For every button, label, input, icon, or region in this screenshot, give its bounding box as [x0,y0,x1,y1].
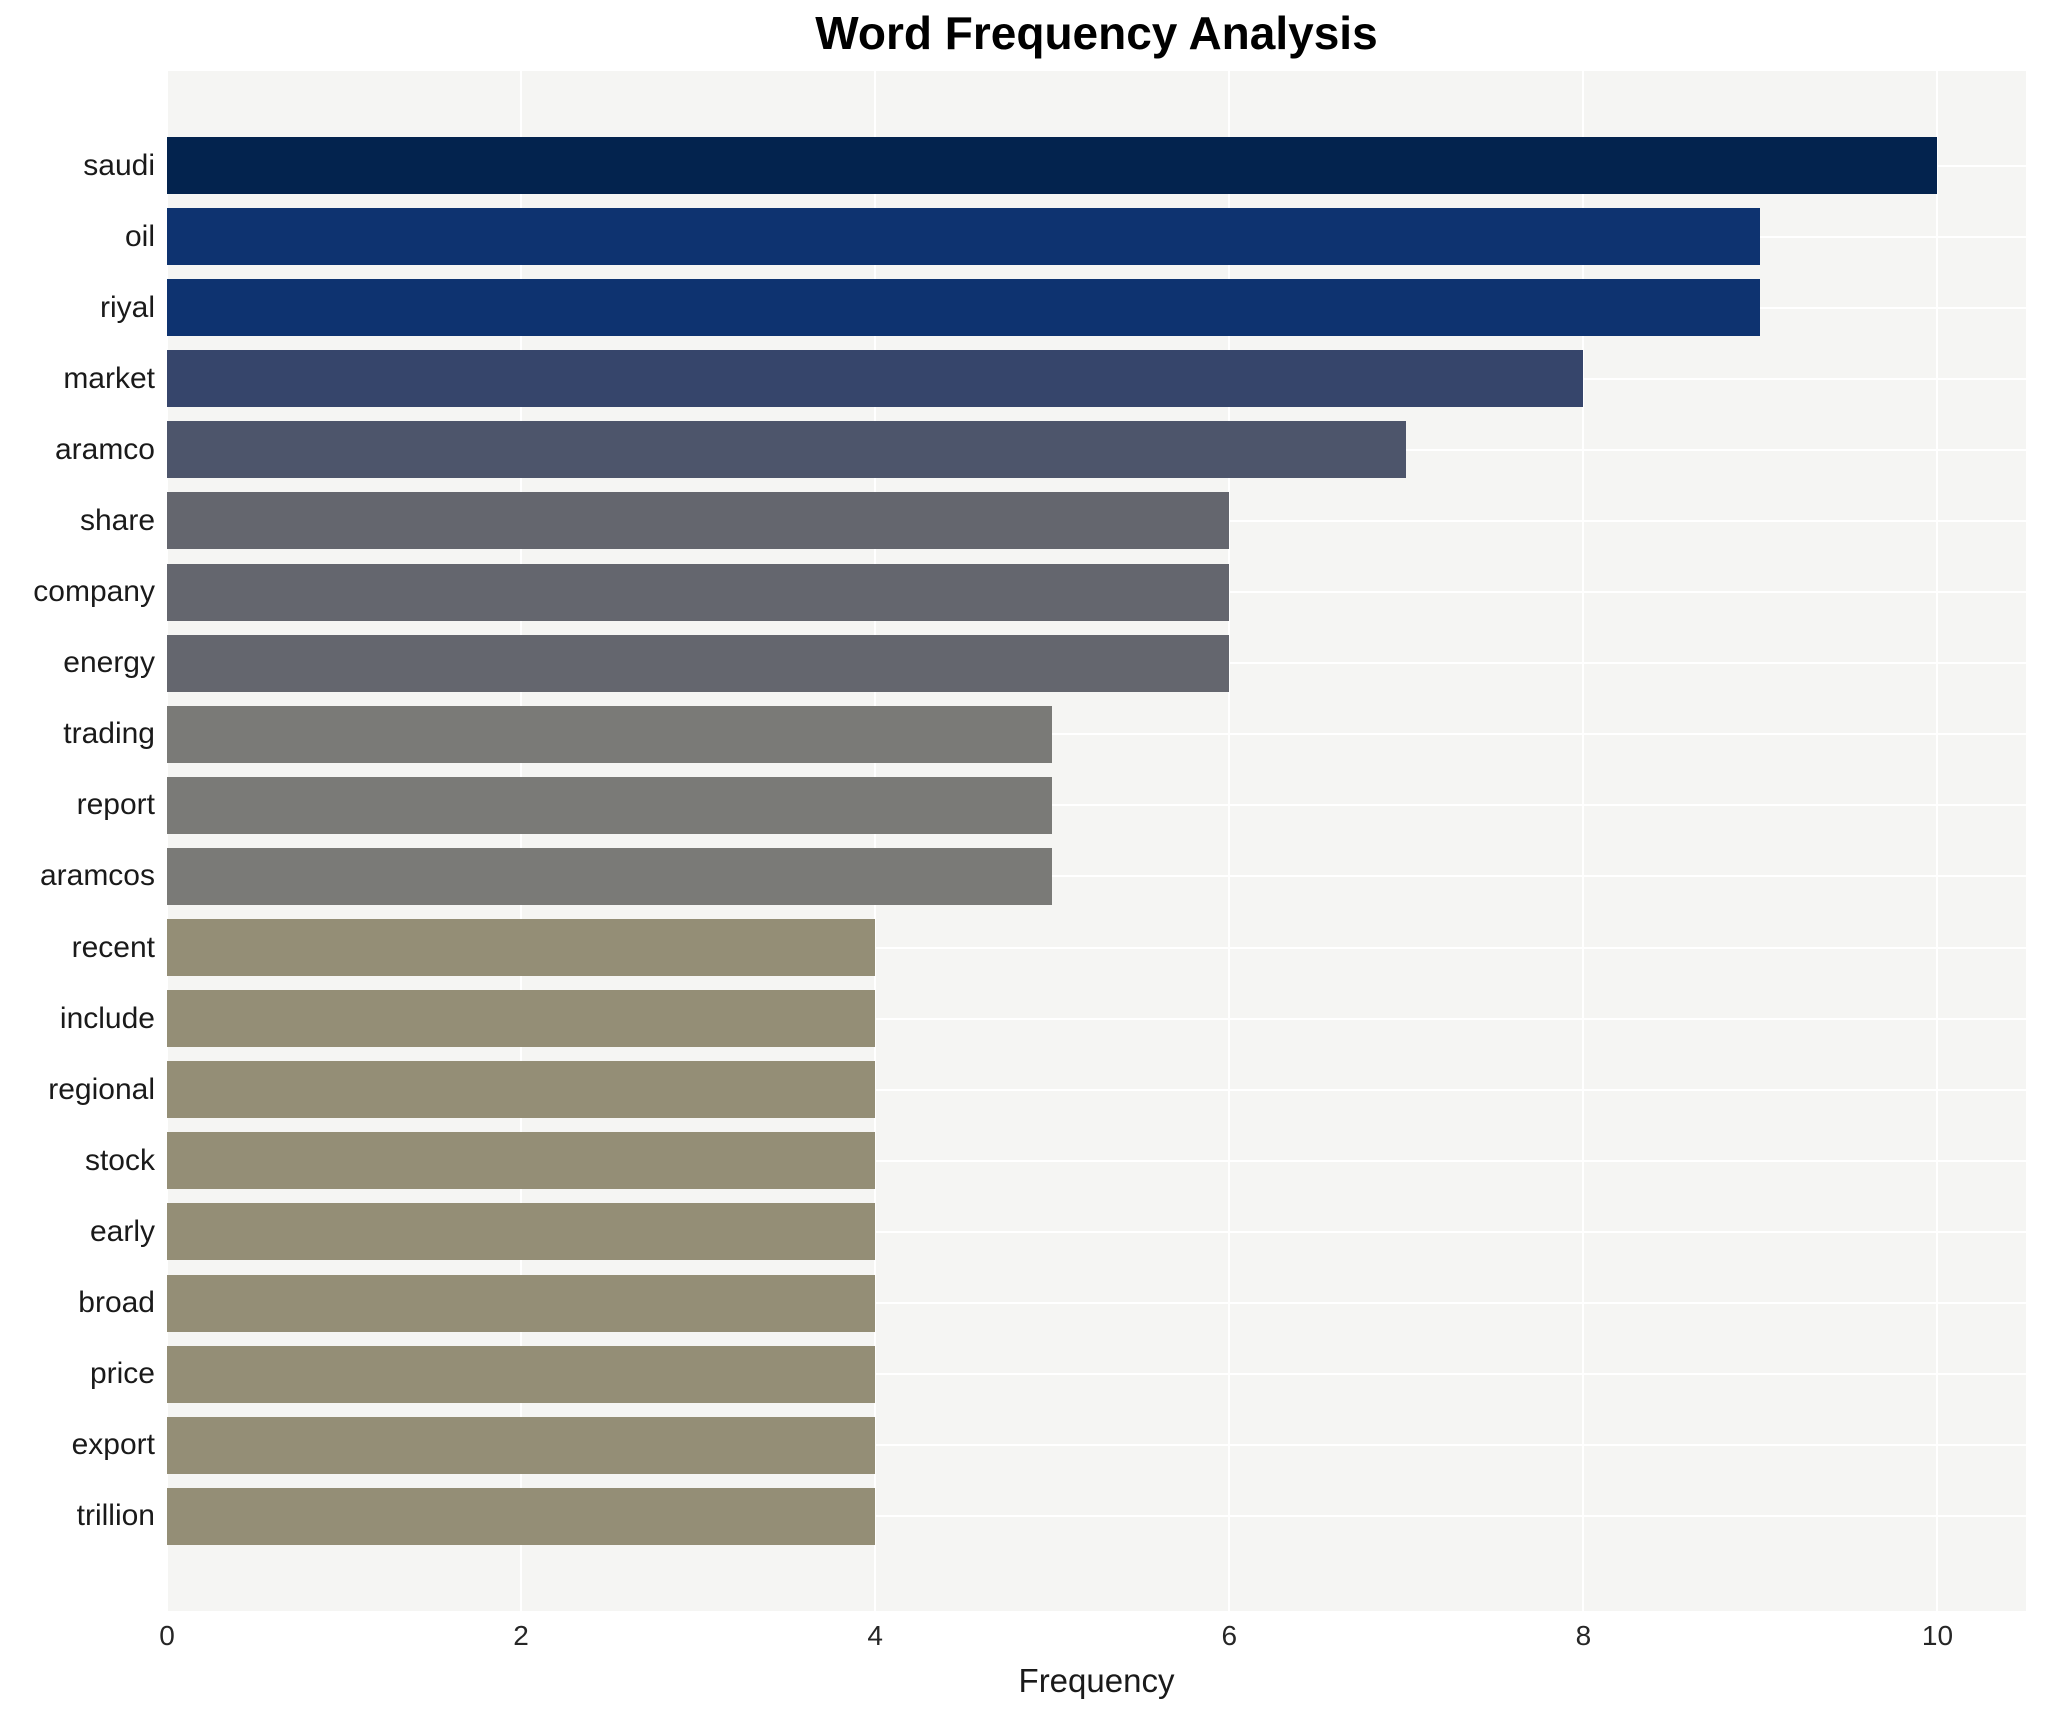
y-tick-label-report: report [76,788,155,822]
bar-report [167,776,1053,834]
bar-row-share: share [80,492,2026,550]
bar-row-aramcos: aramcos [40,847,2026,905]
gridline-y-price [167,1373,2026,1376]
chart-title: Word Frequency Analysis [815,7,1378,59]
bar-stock [167,1132,876,1190]
y-tick-label-trading: trading [63,717,155,751]
gridline-x-8 [1582,71,1585,1611]
y-tick-label-stock: stock [84,1143,155,1177]
bar-trillion [167,1487,876,1545]
y-tick-label-trillion: trillion [76,1499,155,1533]
gridline-x-2 [520,71,523,1611]
gridline-y-trading [167,733,2026,736]
bar-row-oil: oil [125,208,2026,266]
bar-rows: saudi oil riyal market aramco share company ene… [33,71,2026,1611]
y-tick-label-oil: oil [124,219,155,253]
bar-row-broad: broad [78,1274,2026,1332]
bar-row-company: company [33,563,2026,621]
gridline-y-report [167,804,2026,807]
bar-row-export: export [72,1416,2026,1474]
y-tick-label-early: early [89,1214,155,1248]
bar-broad [167,1274,876,1332]
bar-riyal [167,279,1761,337]
y-tick-label-price: price [89,1357,155,1391]
bar-saudi [167,137,1938,194]
bar-recent [167,919,876,977]
gridline-x-6 [1228,71,1231,1611]
x-tick-label-8: 8 [1575,1620,1592,1651]
bar-trading [167,705,1053,763]
bar-row-trading: trading [63,705,2026,763]
bar-row-market: market [63,350,2026,408]
x-tick-label-0: 0 [159,1620,175,1651]
bar-row-recent: recent [72,919,2026,977]
y-tick-label-company: company [33,575,155,609]
y-tick-label-include: include [59,1001,155,1035]
y-tick-label-aramcos: aramcos [39,859,155,893]
gridline-x-10 [1936,71,1939,1611]
y-tick-label-share: share [79,503,155,537]
bar-row-riyal: riyal [100,279,2026,337]
bar-row-saudi: saudi [83,137,2026,194]
bar-share [167,492,1230,550]
bar-row-energy: energy [63,634,2026,692]
gridline-y-trillion [167,1515,2026,1518]
bar-company [167,563,1230,621]
y-tick-label-broad: broad [78,1286,155,1319]
bar-row-include: include [60,990,2026,1048]
gridline-y-include [167,1017,2026,1020]
plot-area: saudi oil riyal market aramco share company ene… [33,71,2026,1611]
y-tick-label-recent: recent [71,930,155,964]
gridline-y-export [167,1444,2026,1447]
y-tick-label-aramco: aramco [54,432,155,466]
bar-price [167,1345,876,1403]
gridline-y-regional [167,1088,2026,1091]
bar-aramcos [167,847,1053,905]
y-tick-label-regional: regional [48,1072,155,1106]
bar-row-report: report [77,776,2026,834]
gridline-y-stock [167,1159,2026,1162]
bar-early [167,1203,876,1261]
bar-oil [167,208,1761,266]
bar-export [167,1416,876,1474]
gridline-y-aramcos [167,875,2026,878]
x-tick-label-4: 4 [867,1620,883,1651]
x-tick-label-6: 6 [1221,1620,1238,1651]
y-tick-label-export: export [71,1428,155,1462]
bar-include [167,990,876,1048]
bar-row-aramco: aramco [55,421,2026,479]
bar-row-regional: regional [48,1061,2026,1119]
gridline-y-broad [167,1302,2026,1304]
bar-row-price: price [90,1345,2026,1403]
x-axis: 0 2 4 6 8 10 [159,1620,2026,1660]
x-tick-label-10: 10 [1921,1620,1954,1651]
x-tick-label-2: 2 [513,1620,529,1651]
gridline-y-early [167,1230,2026,1233]
gridline-x-0 [166,71,168,1611]
bar-energy [167,634,1230,692]
bar-aramco [167,421,1407,479]
gridline-x-4 [874,71,877,1611]
bar-row-early: early [90,1203,2026,1261]
y-tick-label-energy: energy [63,646,155,680]
gridline-y-recent [167,946,2026,949]
bar-market [167,350,1584,408]
bar-row-trillion: trillion [77,1487,2026,1545]
y-tick-label-market: market [63,361,155,395]
bar-regional [167,1061,876,1119]
x-axis-title: Frequency [1018,1662,1175,1699]
y-tick-label-saudi: saudi [83,148,155,182]
y-tick-label-riyal: riyal [99,290,155,324]
bar-row-stock: stock [85,1132,2026,1190]
